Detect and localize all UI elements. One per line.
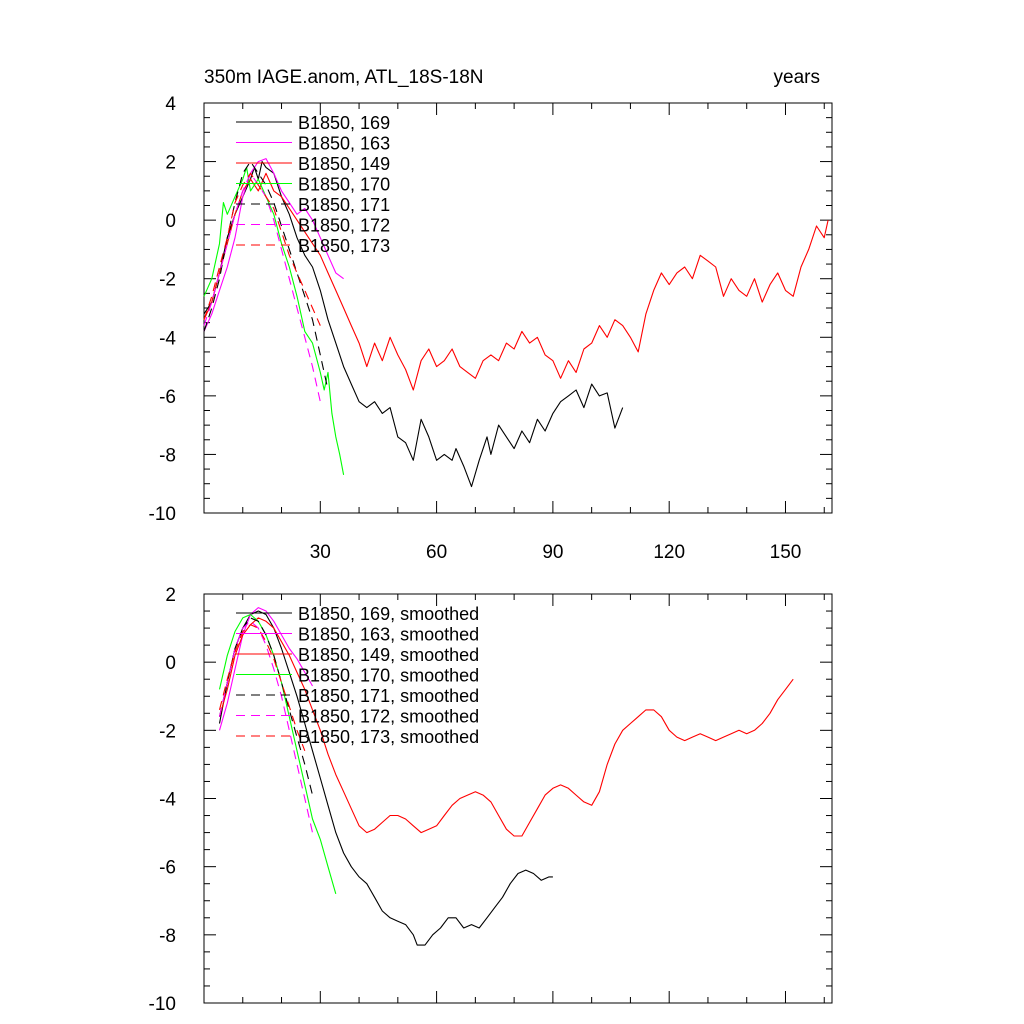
y-tick-label: -10: [149, 994, 176, 1015]
series-line-7: [218, 624, 306, 751]
legend-label: B1850, 163, smoothed: [298, 625, 479, 645]
x-tick-label: 120: [653, 542, 685, 563]
legend-label: B1850, 169, smoothed: [298, 604, 479, 624]
series-line-2: [203, 158, 344, 332]
x-tick-label: 90: [542, 542, 563, 563]
legend-label: B1850, 172, smoothed: [298, 707, 479, 727]
legend-label: B1850, 172: [298, 216, 390, 236]
series-line-6: [203, 172, 321, 402]
x-tick-label: 150: [770, 542, 802, 563]
legend-label: B1850, 173: [298, 236, 390, 256]
y-tick-label: -8: [159, 445, 176, 466]
x-tick-label: 60: [426, 542, 447, 563]
plot-title-right: years: [774, 67, 820, 88]
legend-label: B1850, 170: [298, 175, 390, 195]
legend-label: B1850, 149, smoothed: [298, 645, 479, 665]
y-tick-label: 0: [165, 653, 176, 674]
y-tick-label: 4: [165, 94, 176, 115]
legend-label: B1850, 149: [298, 154, 390, 174]
y-tick-label: 0: [165, 211, 176, 232]
y-tick-label: -6: [159, 858, 176, 879]
y-tick-label: -2: [159, 721, 176, 742]
series-line-4: [203, 166, 345, 476]
y-tick-label: -6: [159, 387, 176, 408]
legend-label: B1850, 171, smoothed: [298, 686, 479, 706]
series-line-5: [218, 617, 314, 796]
series-line-3: [218, 617, 794, 837]
y-tick-label: -2: [159, 270, 176, 291]
legend-label: B1850, 169: [298, 113, 390, 133]
series-line-2: [218, 607, 313, 731]
y-tick-label: -4: [159, 328, 176, 349]
series-line-1: [218, 610, 553, 946]
y-tick-label: -8: [159, 926, 176, 947]
y-tick-label: 2: [165, 153, 176, 174]
y-tick-label: 2: [165, 585, 176, 606]
legend-label: B1850, 171: [298, 195, 390, 215]
x-tick-label: 30: [310, 542, 331, 563]
y-tick-label: -10: [149, 504, 176, 525]
series-line-4: [218, 613, 337, 895]
legend-label: B1850, 170, smoothed: [298, 666, 479, 686]
plot-title-left: 350m IAGE.anom, ATL_18S-18N: [204, 67, 484, 88]
series-line-1: [203, 161, 624, 488]
series-line-3: [203, 172, 829, 391]
y-tick-label: -4: [159, 790, 176, 811]
series-line-7: [203, 172, 321, 326]
legend-label: B1850, 173, smoothed: [298, 727, 479, 747]
legend-label: B1850, 163: [298, 134, 390, 154]
